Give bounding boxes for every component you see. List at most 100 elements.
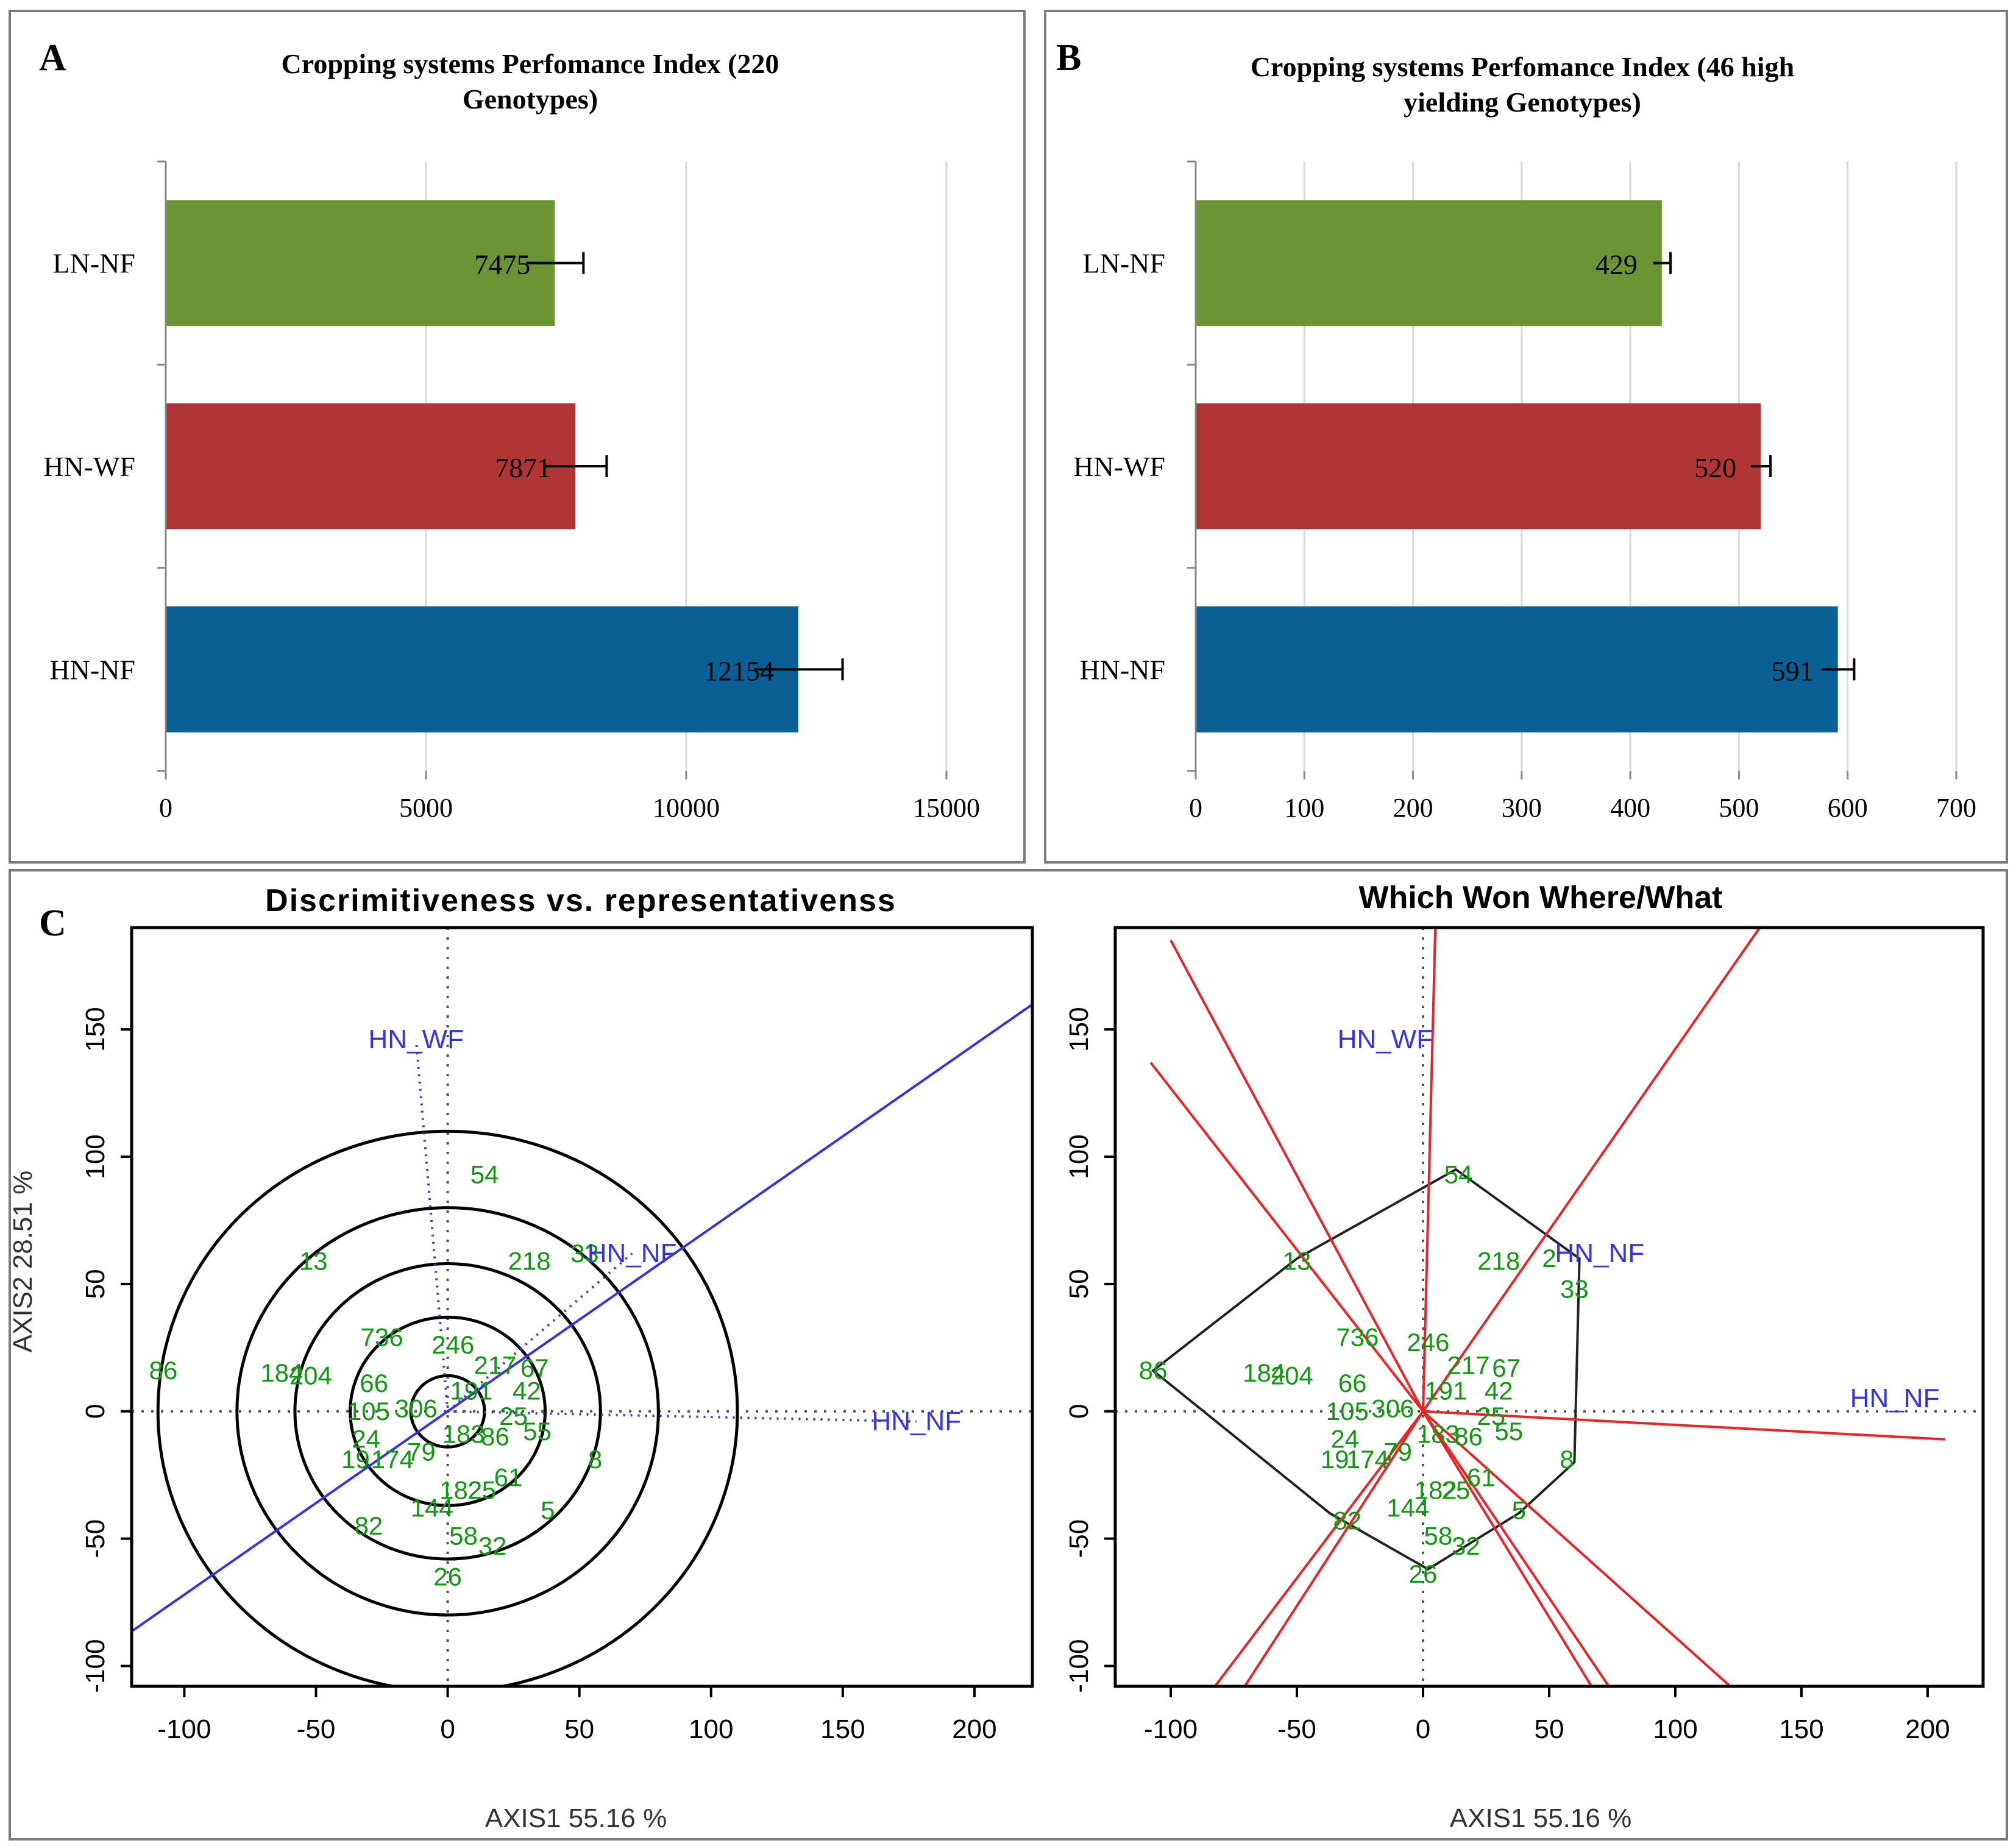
chartC1-plot-frame: [130, 926, 1034, 1688]
chartC2-convex-hull: [1151, 1168, 1581, 1571]
chartB-xtick-label-4: 400: [1610, 793, 1650, 823]
chartA-category-label-ln-nf: LN-NF: [53, 248, 135, 279]
chartA-value-label-hn-wf: 7871: [495, 452, 551, 483]
chartC1-genotype-label-0: 54: [470, 1160, 499, 1188]
chartC1-genotype-label-26: 182: [439, 1475, 482, 1504]
chartC2-xtick-label-6: 200: [1905, 1714, 1950, 1744]
panel-a-letter: A: [39, 37, 66, 79]
chartC2-genotype-label-16: 306: [1371, 1394, 1414, 1423]
chartC2-genotype-label-2: 218: [1477, 1246, 1520, 1275]
chart-c1-ylabel: AXIS2 28.51 %: [8, 1171, 38, 1352]
chartC2-environment-label-0: HN_WF: [1338, 1024, 1433, 1054]
chartB-category-label-hn-wf: HN-WF: [1073, 451, 1165, 482]
chartC1-environment-vector-2: [447, 1410, 917, 1423]
chartC2-xtick-label-0: -100: [1144, 1714, 1198, 1744]
chartC1-xtick-label-3: 50: [564, 1714, 594, 1744]
chartC1-concentric-circle-2: [293, 1262, 602, 1561]
chart-c2-which-won-where: Which Won Where/What AXIS1 55.16 % 54 13 2…: [1064, 880, 1985, 1833]
chartC1-genotype-label-8: 246: [431, 1330, 474, 1359]
chartC1-genotype-label-11: 67: [520, 1354, 549, 1382]
chartC1-genotype-label-17: 24: [352, 1425, 380, 1454]
chartC2-genotype-label-9: 246: [1407, 1328, 1449, 1357]
chartC1-ytick-label-3: 50: [80, 1269, 110, 1299]
chartC2-genotype-label-13: 191: [1424, 1376, 1467, 1405]
chartC1-environment-label-0: HN_WF: [369, 1024, 464, 1054]
chartC1-genotype-label-33: 26: [433, 1562, 462, 1591]
chartC2-genotype-label-15: 105: [1326, 1397, 1369, 1425]
chartC1-ytick-label-4: 100: [80, 1134, 110, 1179]
chartB-bar-ln-nf: [1196, 200, 1662, 326]
chartB-value-label-hn-wf: 520: [1694, 452, 1736, 483]
chartC2-environment-label-2: HN_NF: [1850, 1383, 1940, 1413]
chartC2-ytick-label-5: 150: [1064, 1007, 1094, 1051]
chartC2-sector-ray-0: [1422, 928, 1437, 1411]
chartC2-genotype-label-30: 5: [1512, 1496, 1526, 1525]
chartC2-sector-ray-6: [1422, 1410, 1593, 1686]
chart-a-title-line-2: Genotypes): [463, 83, 598, 115]
chartB-category-label-hn-nf: HN-NF: [1079, 654, 1165, 685]
chartC1-genotype-label-16: 25: [499, 1402, 528, 1430]
chartC2-sector-ray-7: [1422, 1410, 1611, 1686]
chartB-value-label-ln-nf: 429: [1595, 249, 1638, 280]
chartC2-genotype-label-10: 66: [1338, 1369, 1367, 1397]
chartC2-genotype-label-29: 144: [1386, 1494, 1429, 1522]
chart-c1-xlabel: AXIS1 55.16 %: [485, 1803, 667, 1833]
chartA-category-label-hn-nf: HN-NF: [49, 654, 135, 685]
chartC1-genotype-label-25: 61: [494, 1463, 523, 1491]
chartC2-genotype-label-21: 55: [1494, 1417, 1523, 1446]
chart-c1-title: Discrimitiveness vs. representativenss: [265, 883, 896, 918]
chartC1-concentric-circle-3: [235, 1206, 660, 1617]
chartC2-genotype-label-20: 86: [1454, 1422, 1483, 1451]
chartC2-genotype-label-17: 25: [1477, 1402, 1505, 1430]
chartC1-genotype-label-21: 19: [341, 1445, 370, 1474]
chartB-value-label-hn-nf: 591: [1772, 655, 1814, 686]
chartB-xtick-label-7: 700: [1936, 793, 1976, 823]
chartC1-genotype-label-14: 105: [347, 1397, 390, 1425]
chart-c1-biplot: Discrimitiveness vs. representativenss A…: [8, 883, 1034, 1833]
chartC1-ytick-label-5: 150: [80, 1007, 110, 1051]
chartC1-concentric-circle-4: [156, 1129, 739, 1686]
chartB-category-label-ln-nf: LN-NF: [1083, 248, 1165, 279]
chartC1-genotype-label-7: 736: [361, 1323, 403, 1352]
chartC1-xtick-label-4: 100: [689, 1714, 733, 1744]
chartC1-genotype-label-31: 58: [449, 1522, 478, 1550]
chartC2-genotype-label-25: 8: [1560, 1445, 1574, 1474]
chartC1-ideal-axis-line: [132, 1003, 1032, 1633]
chartC2-xtick-label-5: 150: [1779, 1714, 1823, 1744]
chartC1-genotype-label-22: 174: [371, 1445, 414, 1474]
chartC2-genotype-label-34: 26: [1409, 1560, 1438, 1588]
chartC1-genotype-label-30: 82: [355, 1511, 383, 1540]
chartC1-genotype-label-13: 42: [513, 1376, 541, 1405]
chartB-bar-hn-wf: [1196, 403, 1761, 530]
chartC2-sector-ray-3: [1422, 928, 1762, 1412]
chartC2-genotype-label-32: 58: [1424, 1522, 1453, 1550]
chartB-xtick-label-5: 500: [1719, 793, 1759, 823]
chartC2-ytick-label-4: 100: [1064, 1134, 1094, 1179]
chartB-xtick-label-2: 200: [1393, 793, 1433, 823]
panel-c-frame: [9, 869, 2008, 1841]
chartC2-genotype-label-14: 42: [1485, 1376, 1513, 1405]
chartC1-genotype-label-23: 79: [407, 1438, 436, 1466]
chartC2-genotype-label-8: 736: [1336, 1323, 1379, 1352]
chartC1-genotype-label-3: 33: [570, 1239, 599, 1268]
chartC1-ytick-label-1: -50: [80, 1519, 110, 1558]
chartC2-xtick-label-2: 0: [1416, 1714, 1430, 1744]
chartC2-ytick-label-3: 50: [1064, 1269, 1094, 1299]
chartA-value-label-hn-nf: 12154: [704, 655, 774, 686]
chartC2-genotype-label-33: 32: [1452, 1532, 1480, 1560]
chartC2-genotype-label-18: 24: [1330, 1425, 1359, 1454]
chartA-bar-hn-wf: [166, 403, 576, 530]
chartC2-genotype-label-24: 79: [1383, 1438, 1412, 1466]
chartC1-genotype-label-10: 217: [474, 1351, 516, 1380]
chartC1-ytick-label-2: 0: [80, 1404, 110, 1419]
chartC2-genotype-label-28: 25: [1441, 1475, 1470, 1504]
chartA-bar-hn-nf: [166, 606, 798, 733]
chartB-xtick-label-0: 0: [1189, 793, 1202, 823]
chartA-xtick-label-0: 0: [159, 793, 172, 823]
chartC1-environment-label-1: HN_NF: [587, 1238, 677, 1268]
chart-a-title-line-1: Cropping systems Perfomance Index (220: [282, 48, 779, 79]
chartC2-genotype-label-22: 19: [1321, 1445, 1349, 1474]
chartC2-sector-ray-9: [1422, 1410, 1946, 1441]
chartC2-genotype-label-31: 82: [1333, 1506, 1361, 1535]
